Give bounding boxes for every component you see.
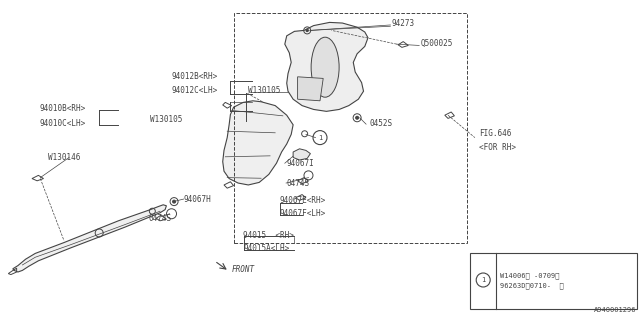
Bar: [470, 253, 637, 309]
Text: W14006（ -0709）: W14006（ -0709）: [500, 273, 559, 279]
Text: 0474S: 0474S: [286, 179, 309, 188]
Text: 0474S: 0474S: [148, 214, 172, 223]
Text: 94067E<RH>: 94067E<RH>: [280, 196, 326, 205]
Text: 96263D（0710-  ）: 96263D（0710- ）: [500, 283, 564, 289]
Polygon shape: [223, 101, 293, 185]
Text: 94012C<LH>: 94012C<LH>: [172, 86, 218, 95]
Bar: [234, 13, 467, 243]
Polygon shape: [298, 77, 323, 101]
Text: 94015A<LH>: 94015A<LH>: [243, 244, 289, 253]
Text: Q500025: Q500025: [421, 39, 454, 48]
Text: 94012B<RH>: 94012B<RH>: [172, 72, 218, 81]
Text: 1: 1: [318, 135, 322, 140]
Ellipse shape: [311, 37, 339, 97]
Text: 94010B<RH>: 94010B<RH>: [40, 104, 86, 113]
Polygon shape: [13, 205, 166, 272]
Text: A940001296: A940001296: [595, 307, 637, 313]
Text: 94273: 94273: [392, 19, 415, 28]
Text: 94010C<LH>: 94010C<LH>: [40, 119, 86, 128]
Text: 94067H: 94067H: [184, 195, 211, 204]
Text: 1: 1: [481, 277, 485, 283]
Text: <FOR RH>: <FOR RH>: [479, 143, 516, 152]
Circle shape: [306, 29, 308, 32]
Text: 94067F<LH>: 94067F<LH>: [280, 209, 326, 218]
Text: FRONT: FRONT: [232, 265, 255, 274]
Text: W130105: W130105: [150, 115, 183, 124]
Text: 94067I: 94067I: [286, 159, 314, 168]
Text: W130105: W130105: [248, 86, 281, 95]
Circle shape: [356, 116, 358, 119]
Text: 0452S: 0452S: [370, 119, 393, 128]
Polygon shape: [293, 149, 310, 160]
Text: W130146: W130146: [48, 153, 81, 162]
Polygon shape: [285, 22, 368, 111]
Circle shape: [173, 200, 175, 203]
Text: FIG.646: FIG.646: [479, 129, 511, 138]
Text: 94015  <RH>: 94015 <RH>: [243, 231, 294, 240]
